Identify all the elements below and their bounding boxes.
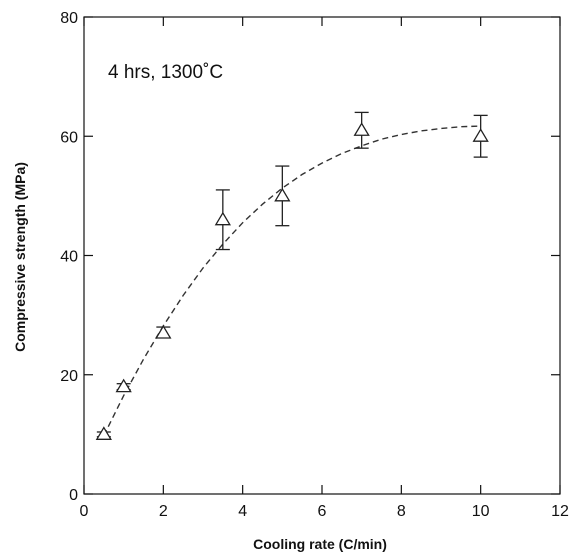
x-tick-label: 8 — [397, 503, 406, 520]
data-points-layer — [95, 111, 489, 440]
data-point-triangle — [155, 324, 172, 339]
axes-layer: 0 2 4 6 8 10 12 0 20 40 60 80 — [60, 10, 569, 520]
data-point-triangle — [95, 426, 112, 440]
y-tick-label: 20 — [60, 368, 78, 385]
data-point-triangle — [353, 122, 370, 136]
x-tick-label: 4 — [238, 503, 247, 520]
data-point-triangle — [214, 211, 231, 226]
y-tick-label: 0 — [69, 487, 78, 504]
data-point-triangle — [472, 128, 489, 142]
data-point-triangle — [115, 378, 132, 393]
x-tick-label: 0 — [80, 503, 89, 520]
x-axis-title: Cooling rate (C/min) — [253, 536, 387, 552]
data-point-triangle — [274, 187, 291, 202]
fit-curve-layer — [103, 125, 481, 436]
x-tick-label: 6 — [318, 503, 327, 520]
x-tick-label: 10 — [472, 503, 490, 520]
chart-annotation: 4 hrs, 1300˚C — [108, 62, 223, 83]
x-tick-label: 12 — [551, 503, 569, 520]
y-tick-label: 60 — [60, 129, 78, 146]
plot-frame — [83, 16, 561, 495]
y-tick-label: 40 — [60, 249, 78, 266]
y-axis-title: Compressive strength (MPa) — [12, 162, 28, 352]
fit-curve — [103, 125, 481, 436]
y-tick-label: 80 — [60, 10, 78, 27]
x-tick-label: 2 — [159, 503, 168, 520]
